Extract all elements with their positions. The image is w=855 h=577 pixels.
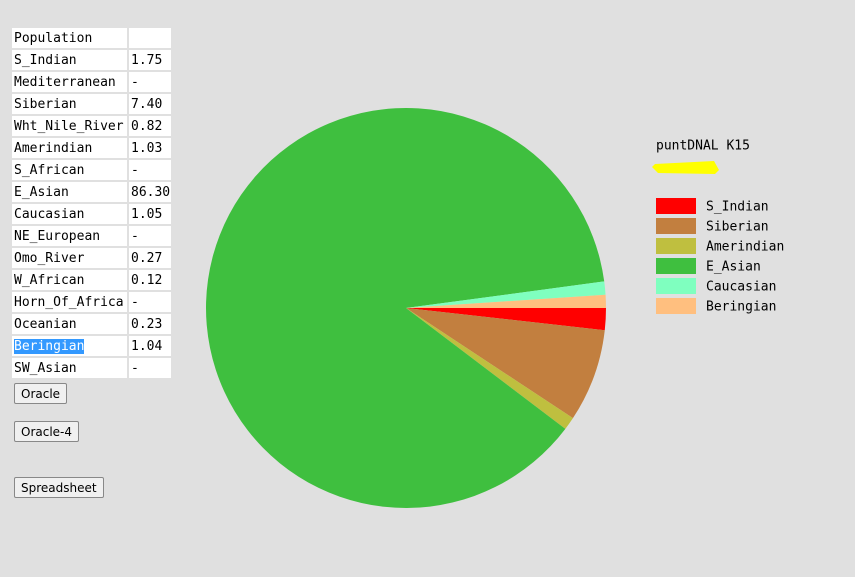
legend-title: puntDNAL K15 <box>656 139 750 154</box>
row-label: SW_Asian <box>12 358 127 378</box>
pie-slice <box>406 308 606 331</box>
row-label: NE_European <box>12 226 127 246</box>
row-value: - <box>129 160 171 180</box>
row-value: - <box>129 358 171 378</box>
label-text: Siberian <box>14 97 77 112</box>
legend-label: Beringian <box>706 300 776 315</box>
button[interactable]: Spreadsheet <box>14 477 104 498</box>
label-text: Mediterranean <box>14 75 116 90</box>
row-label: S_African <box>12 160 127 180</box>
legend-swatch <box>656 218 696 234</box>
legend-label: S_Indian <box>706 200 769 215</box>
label-text: Caucasian <box>14 207 85 222</box>
legend-label: E_Asian <box>706 260 761 275</box>
row-value: 86.30 <box>129 182 171 202</box>
label-text: S_African <box>14 163 85 178</box>
header-cell-blank <box>129 28 171 48</box>
row-label: W_African <box>12 270 127 290</box>
label-text: Omo_River <box>14 251 85 266</box>
legend-swatch <box>656 258 696 274</box>
legend-label: Amerindian <box>706 240 784 255</box>
row-value: 7.40 <box>129 94 171 114</box>
row-value: 1.75 <box>129 50 171 70</box>
label-text: Beringian <box>14 339 85 354</box>
row-label: Horn_Of_Africa <box>12 292 127 312</box>
row-value: - <box>129 292 171 312</box>
row-value: 1.05 <box>129 204 171 224</box>
row-value: 0.23 <box>129 314 171 334</box>
pie-slice <box>406 281 606 308</box>
row-label: Mediterranean <box>12 72 127 92</box>
pie-slice <box>206 107 605 508</box>
label-text: Horn_Of_Africa <box>14 295 124 310</box>
label-text: NE_European <box>14 229 101 244</box>
label-text: Oceanian <box>14 317 77 332</box>
row-label: Wht_Nile_River <box>12 116 127 136</box>
row-label: S_Indian <box>12 50 127 70</box>
row-value: 1.04 <box>129 336 171 356</box>
legend-label: Siberian <box>706 220 769 235</box>
label-text: E_Asian <box>14 185 69 200</box>
pie-slice <box>406 308 573 429</box>
legend-swatch <box>656 238 696 254</box>
row-label: Beringian <box>12 336 127 356</box>
row-value: 0.27 <box>129 248 171 268</box>
row-label: Amerindian <box>12 138 127 158</box>
row-value: 0.82 <box>129 116 171 136</box>
label-text: Wht_Nile_River <box>14 119 124 134</box>
row-value: - <box>129 226 171 246</box>
button[interactable]: Oracle <box>14 383 68 404</box>
yellow-mark <box>652 161 719 174</box>
row-label: E_Asian <box>12 182 127 202</box>
row-label: Siberian <box>12 94 127 114</box>
label-text: S_Indian <box>14 53 77 68</box>
label-text: W_African <box>14 273 85 288</box>
row-label: Omo_River <box>12 248 127 268</box>
row-value: - <box>129 72 171 92</box>
legend-swatch <box>656 298 696 314</box>
label-text: SW_Asian <box>14 361 77 376</box>
legend-label: Caucasian <box>706 280 776 295</box>
legend-swatch <box>656 198 696 214</box>
label-text: Amerindian <box>14 141 93 156</box>
row-value: 0.12 <box>129 270 171 290</box>
pie-slice <box>406 294 606 308</box>
row-label: Oceanian <box>12 314 127 334</box>
header-cell: Population <box>12 28 127 48</box>
pie-slice <box>406 308 605 419</box>
row-label: Caucasian <box>12 204 127 224</box>
button[interactable]: Oracle-4 <box>14 421 80 442</box>
row-value: 1.03 <box>129 138 171 158</box>
legend-swatch <box>656 278 696 294</box>
